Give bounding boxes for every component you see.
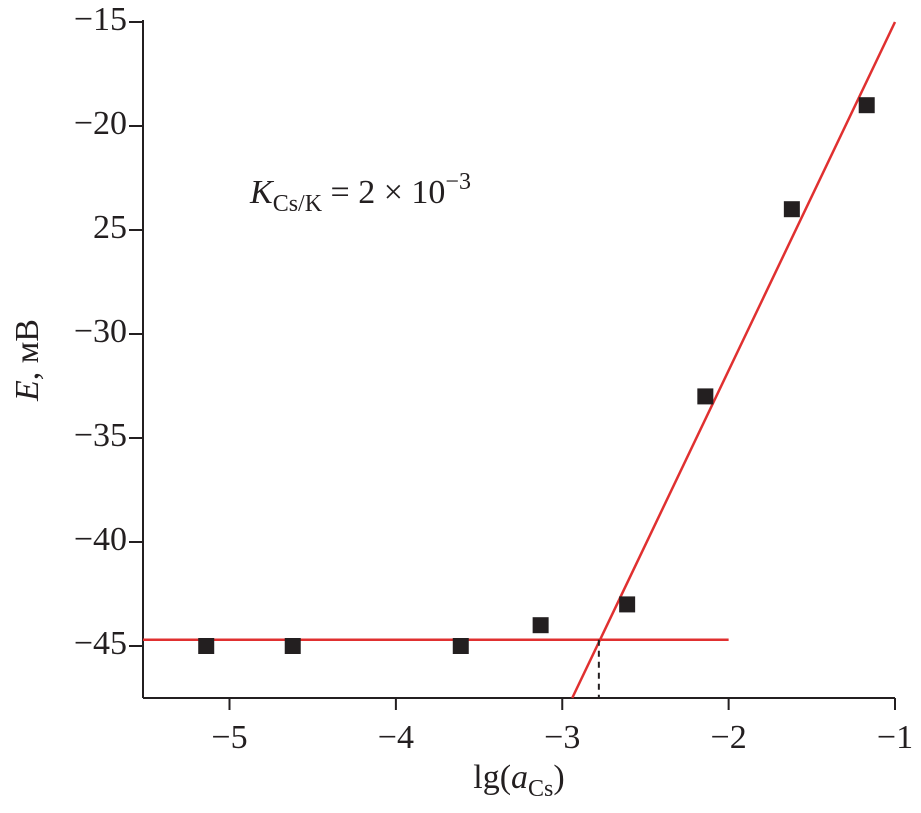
y-tick-label: 25 [93, 209, 127, 246]
x-tick-label: −5 [211, 719, 247, 756]
x-tick-label: −3 [544, 719, 580, 756]
y-axis-label: E, мВ [9, 319, 46, 402]
data-point [619, 596, 636, 613]
annotation-superscript: −3 [445, 169, 471, 195]
y-tick-label: −35 [74, 417, 127, 454]
data-point [452, 638, 469, 654]
data-point [284, 638, 301, 654]
y-label-symbol: E [9, 380, 46, 402]
y-tick-label: −20 [74, 105, 127, 142]
data-point [198, 638, 215, 654]
annotation-text: = 2 × 10 [322, 174, 445, 211]
data-point [697, 388, 714, 405]
x-label-prefix: lg( [473, 759, 511, 796]
y-label-text: , мВ [9, 319, 46, 380]
annotation-symbol: K [249, 174, 275, 211]
y-tick-label: −40 [74, 521, 127, 558]
y-tick-label: −45 [74, 625, 127, 662]
annotation: KCs/K = 2 × 10−3 [249, 169, 471, 217]
y-tick-label: −15 [74, 1, 127, 38]
data-point [783, 201, 800, 218]
x-tick-label: −4 [378, 719, 414, 756]
x-label-symbol: a [511, 759, 528, 796]
x-label-suffix: ) [553, 759, 564, 796]
annotation-subscript: Cs/K [273, 191, 323, 217]
x-axis-label: lg(aCs) [473, 759, 564, 802]
x-tick-label: −2 [711, 719, 747, 756]
x-label-subscript: Cs [528, 776, 553, 802]
y-tick-label: −30 [74, 313, 127, 350]
data-point [858, 97, 875, 114]
fit-line [571, 21, 897, 699]
data-point [532, 617, 549, 634]
x-tick-label: −1 [877, 719, 913, 756]
